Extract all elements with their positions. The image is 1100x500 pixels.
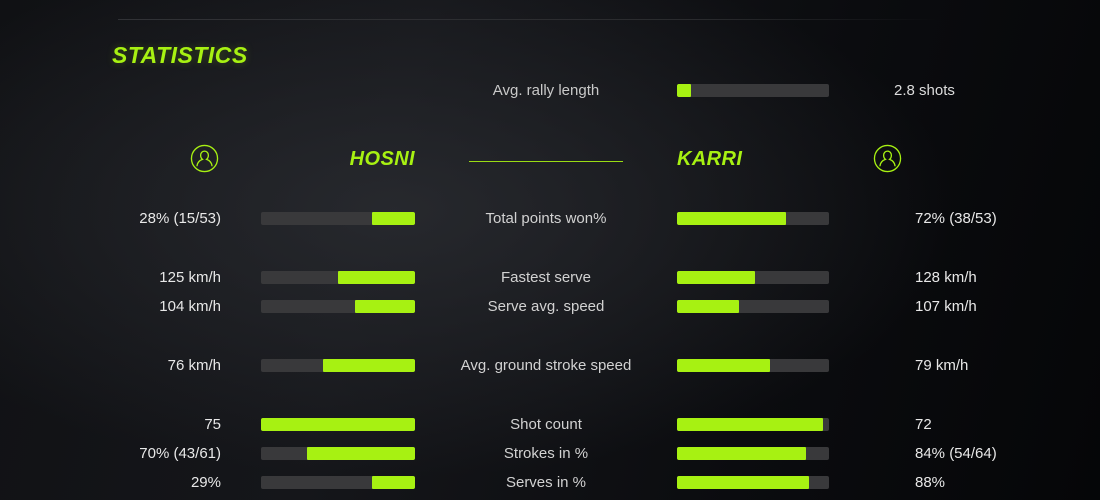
bar-track [677, 271, 829, 284]
bar-track [261, 447, 415, 460]
stat-value-left: 29% [190, 474, 221, 491]
stat-row-strokes-in: 70% (43/61) Strokes in % 84% (54/64) [0, 439, 1100, 468]
bar-track [261, 271, 415, 284]
bar-fill [354, 300, 415, 313]
player-avatar-icon [190, 144, 219, 173]
bar-fill [677, 447, 807, 460]
bar-fill [261, 418, 415, 431]
bar-fill [677, 418, 823, 431]
stat-bar-right [677, 359, 829, 372]
avg-rally-length-row: Avg. rally length 2.8 shots [0, 76, 1100, 105]
stat-row-shot-count: 75 Shot count 72 [0, 410, 1100, 439]
bar-track [677, 476, 829, 489]
stat-bar-right [677, 300, 829, 313]
stat-value-right: 84% (54/64) [915, 445, 997, 462]
stat-bar-left [261, 447, 415, 460]
bar-fill [677, 300, 740, 313]
stat-value-left: 104 km/h [159, 298, 221, 315]
stat-bar-left [261, 476, 415, 489]
bar-fill [371, 476, 415, 489]
stat-row-fastest-serve: 125 km/h Fastest serve 128 km/h [0, 263, 1100, 292]
bar-track [261, 212, 415, 225]
stat-label: Shot count [510, 416, 582, 433]
stat-bar-right [677, 418, 829, 431]
stat-value-right: 72 [915, 416, 932, 433]
top-divider-line [118, 19, 940, 20]
stat-label: Fastest serve [500, 269, 592, 286]
stat-label: Serves in % [505, 474, 587, 491]
bar-fill [322, 359, 415, 372]
bar-track [261, 418, 415, 431]
bar-fill [338, 271, 415, 284]
stat-value-right: 79 km/h [915, 357, 969, 374]
bar-fill [677, 271, 755, 284]
bar-track [677, 447, 829, 460]
bar-track [677, 212, 829, 225]
avg-rally-length-bar [677, 84, 829, 97]
stat-bar-left [261, 418, 415, 431]
stat-row-serves-in: 29% Serves in % 88% [0, 468, 1100, 497]
bar-fill [677, 84, 691, 97]
stat-bar-left [261, 300, 415, 313]
bar-fill [307, 447, 415, 460]
stat-bar-right [677, 271, 829, 284]
stat-label: Strokes in % [503, 445, 589, 462]
player-name-right: KARRI [677, 147, 743, 170]
bar-track [677, 300, 829, 313]
stat-label: Total points won% [485, 210, 607, 227]
stat-bar-right [677, 476, 829, 489]
page-title: STATISTICS [112, 42, 248, 68]
stat-bar-left [261, 271, 415, 284]
bar-fill [371, 212, 415, 225]
stat-bar-left [261, 212, 415, 225]
stat-row-total-points: 28% (15/53) Total points won% 72% (38/53… [0, 204, 1100, 233]
stat-label: Serve avg. speed [487, 298, 605, 315]
center-divider-line [469, 160, 623, 162]
stat-bar-right [677, 212, 829, 225]
bar-fill [677, 476, 810, 489]
stat-value-left: 76 km/h [167, 357, 221, 374]
bar-track [677, 418, 829, 431]
bar-track [677, 359, 829, 372]
stat-value-left: 70% (43/61) [139, 445, 221, 462]
stat-value-left: 125 km/h [159, 269, 221, 286]
bar-track [677, 84, 829, 97]
player-avatar-icon [873, 144, 902, 173]
stat-value-right: 72% (38/53) [915, 210, 997, 227]
player-name-left: HOSNI [349, 147, 415, 170]
stat-value-right: 107 km/h [915, 298, 977, 315]
bar-fill [677, 359, 770, 372]
bar-fill [677, 212, 787, 225]
stat-value-left: 75 [204, 416, 221, 433]
stat-value-left: 28% (15/53) [139, 210, 221, 227]
avg-rally-length-label: Avg. rally length [492, 82, 600, 99]
stat-label: Avg. ground stroke speed [460, 357, 632, 374]
stat-bar-right [677, 447, 829, 460]
stat-row-ground-stroke-speed: 76 km/h Avg. ground stroke speed 79 km/h [0, 351, 1100, 380]
stat-row-serve-avg-speed: 104 km/h Serve avg. speed 107 km/h [0, 292, 1100, 321]
stat-bar-left [261, 359, 415, 372]
bar-track [261, 476, 415, 489]
avg-rally-length-value: 2.8 shots [894, 82, 955, 99]
stat-value-right: 128 km/h [915, 269, 977, 286]
stat-value-right: 88% [915, 474, 946, 491]
players-header-row: HOSNI KARRI [0, 144, 1100, 174]
bar-track [261, 300, 415, 313]
bar-track [261, 359, 415, 372]
